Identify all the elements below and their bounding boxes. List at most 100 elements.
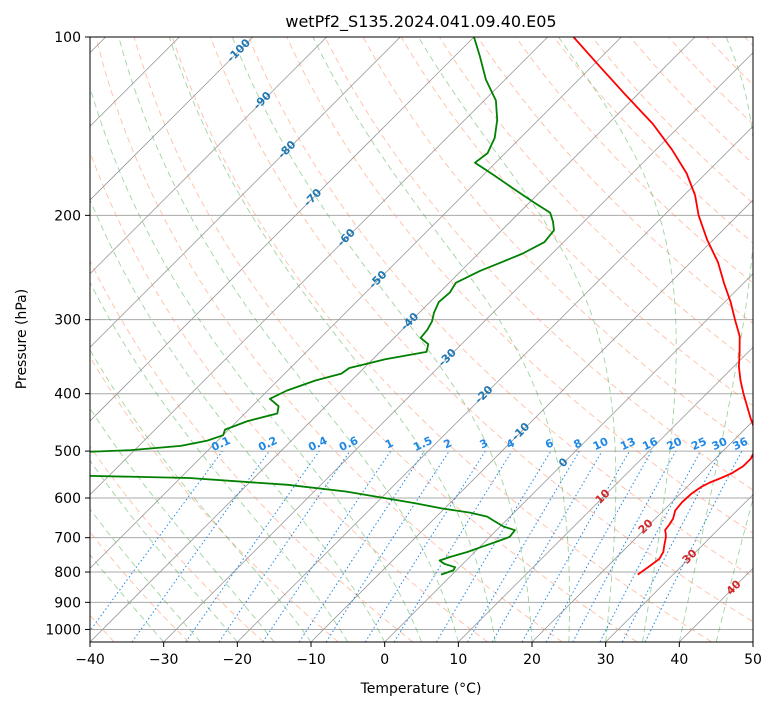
dry-adiabat-line	[477, 37, 753, 325]
mixing-ratio-label: 20	[665, 435, 685, 453]
dry-adiabat-line	[171, 37, 712, 642]
dry-adiabat-line	[90, 445, 264, 642]
dewpoint-line	[90, 37, 555, 576]
moist-adiabats	[90, 37, 753, 642]
pressure-gridlines	[90, 37, 753, 630]
x-tick-label: −10	[296, 652, 326, 668]
moist-adiabat-line	[90, 349, 312, 642]
dry-adiabat-line	[744, 37, 753, 47]
mixing-ratio-label: 36	[731, 435, 751, 453]
y-tick-label: 600	[54, 491, 81, 507]
mixing-ratio-line	[435, 450, 552, 642]
y-tick-label: 700	[54, 531, 81, 547]
isotherm-line	[90, 37, 475, 422]
mixing-ratio-line	[393, 450, 513, 642]
y-tick-label: 900	[54, 595, 81, 611]
plot-area: -100-90-80-70-60-50-40-30-20-1000.1 0.2 0.…	[90, 36, 753, 642]
y-tick-label: 400	[54, 387, 81, 403]
y-axis: 100 200 300 400 500 600 700 800 900 1000	[45, 30, 90, 638]
y-tick-label: 800	[54, 565, 81, 581]
line-annotations: -100-90-80-70-60-50-40-30-20-1000.1 0.2 0.…	[209, 36, 751, 598]
mixing-ratio-line	[298, 450, 425, 642]
dry-adiabat-line	[668, 37, 753, 125]
dry-adiabat-line	[400, 37, 753, 407]
dry-adiabat-line	[553, 37, 753, 244]
moist-adiabat-line	[90, 85, 422, 642]
y-tick-label: 300	[54, 313, 81, 329]
plot-frame	[89, 36, 754, 643]
mixing-ratio-line	[545, 450, 653, 642]
isotherm-line	[163, 52, 753, 642]
x-tick-label: −40	[75, 652, 105, 668]
y-tick-label: 100	[54, 30, 81, 46]
x-tick-label: 30	[597, 652, 615, 668]
isotherm-line	[90, 37, 622, 569]
mixing-ratio-line	[131, 450, 270, 642]
y-tick-label: 1000	[45, 622, 81, 638]
dry-adiabat-line	[629, 37, 753, 165]
isotherm-label: -30	[436, 346, 459, 369]
dry-adiabat-line	[95, 37, 563, 642]
isotherm-line	[90, 37, 548, 496]
x-axis-label: Temperature (°C)	[360, 681, 482, 697]
mixing-ratio-line	[262, 450, 392, 642]
isotherm-line	[531, 420, 753, 642]
dry-adiabat-line	[706, 37, 753, 86]
mixing-ratio-label: 30	[710, 435, 730, 453]
isotherm-line	[90, 37, 401, 348]
dry-adiabat-line	[248, 37, 753, 578]
isotherm-line	[90, 37, 254, 201]
mixing-ratio-label: 3	[478, 436, 490, 451]
mixing-ratio-line	[521, 450, 630, 642]
moist-adiabat-label: 20	[636, 516, 656, 536]
mixing-ratio-label: 2	[442, 436, 454, 451]
mixing-ratio-line	[325, 450, 450, 642]
chart-title: wetPf2_S135.2024.041.09.40.E05	[285, 12, 556, 32]
isotherm-label: -100	[224, 36, 253, 65]
mixing-ratio-label: 25	[689, 435, 708, 453]
moist-adiabat-line	[90, 459, 238, 642]
isotherm-label: -80	[275, 138, 298, 161]
mixing-ratio-label: 10	[591, 435, 611, 453]
moist-adiabat-label: 10	[593, 486, 613, 506]
isotherm-gridlines	[90, 37, 753, 642]
x-tick-label: 10	[449, 652, 467, 668]
temperature-line	[572, 37, 753, 576]
mixing-ratio-line	[90, 450, 223, 632]
moist-adiabat-line	[90, 198, 386, 642]
dry-adiabat-line	[210, 37, 753, 623]
dry-adiabat-line	[90, 259, 414, 642]
mixing-ratio-line	[491, 450, 603, 642]
moist-adiabat-line	[168, 37, 496, 642]
isotherm-line	[605, 494, 753, 642]
dry-adiabat-line	[133, 37, 638, 642]
moist-adiabat-line	[90, 407, 275, 642]
moist-adiabat-line	[752, 640, 753, 642]
y-tick-label: 200	[54, 208, 81, 224]
dry-adiabat-line	[515, 37, 753, 284]
isotherm-label: -70	[301, 186, 324, 209]
moist-adiabat-line	[90, 508, 201, 642]
mixing-ratio-line	[185, 450, 320, 642]
x-tick-label: 20	[523, 652, 541, 668]
moist-adiabat-line	[715, 497, 753, 642]
dry-adiabat-line	[90, 356, 339, 642]
dry-adiabat-line	[591, 37, 753, 204]
isotherm-line	[752, 641, 753, 642]
isotherm-line	[384, 273, 753, 642]
mixing-ratio-label: 16	[640, 435, 660, 453]
isotherm-line	[90, 37, 696, 642]
y-axis-label: Pressure (hPa)	[14, 289, 30, 389]
moist-adiabat-line	[418, 37, 617, 642]
isotherm-label: -90	[251, 89, 274, 112]
mixing-ratio-line	[599, 450, 701, 642]
mixing-ratio-lines	[90, 450, 743, 642]
mixing-ratio-line	[467, 450, 580, 642]
mixing-ratio-line	[218, 450, 351, 642]
moist-adiabat-label: 30	[680, 546, 700, 566]
moist-adiabat-line	[312, 37, 570, 642]
mixing-ratio-label: 6	[543, 436, 556, 451]
mixing-ratio-line	[572, 450, 677, 642]
isotherm-line	[90, 37, 327, 275]
